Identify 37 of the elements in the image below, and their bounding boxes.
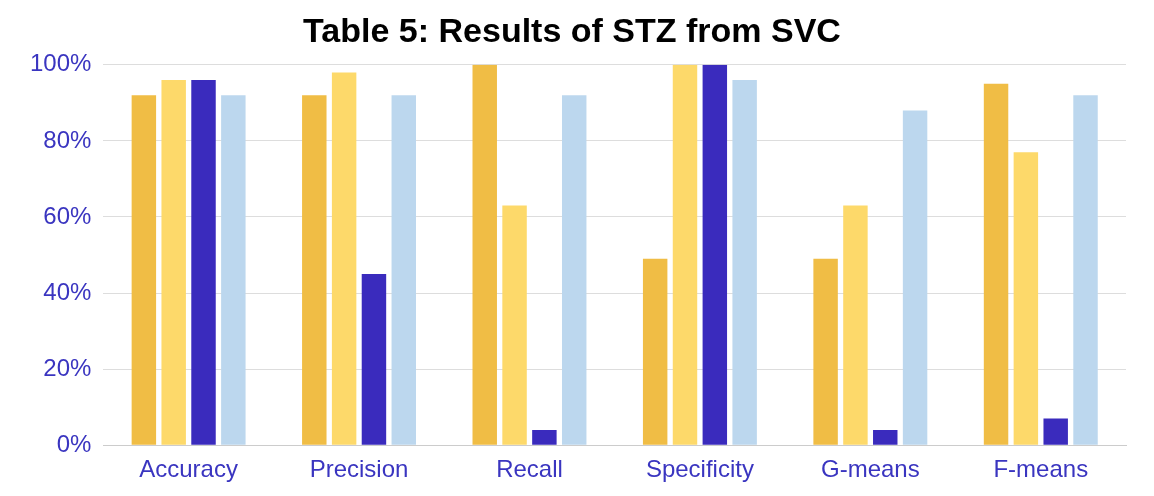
bar [502, 205, 527, 445]
bar [902, 110, 928, 445]
bar [532, 429, 557, 445]
bar [1043, 418, 1068, 445]
x-tick-label: Specificity [645, 455, 754, 483]
bar [472, 64, 497, 445]
bar [221, 95, 246, 445]
bar [191, 80, 216, 445]
x-tick-label: Recall [496, 455, 563, 483]
chart-title: Table 5: Results of STZ from SVC [303, 10, 841, 49]
bar [391, 95, 417, 445]
x-tick-label: G-means [820, 455, 920, 483]
y-tick-label: 0% [56, 429, 92, 457]
y-tick-label: 40% [43, 277, 92, 305]
bar [361, 274, 387, 445]
bar [732, 80, 757, 445]
bar [1013, 152, 1039, 445]
bar [131, 95, 157, 445]
x-tick-label: Precision [309, 455, 409, 483]
y-tick-label: 20% [43, 353, 92, 381]
bar [561, 95, 587, 445]
y-tick-label: 100% [29, 49, 92, 77]
bar [1073, 95, 1098, 445]
bar [672, 64, 698, 445]
y-tick-label: 80% [43, 125, 92, 153]
bar [302, 95, 327, 445]
bar [843, 205, 868, 445]
y-tick-label: 60% [43, 201, 92, 229]
bar [161, 80, 186, 445]
bar [642, 258, 668, 445]
bar [702, 64, 728, 445]
bar [873, 429, 898, 445]
bar [813, 258, 838, 445]
x-tick-label: F-means [993, 455, 1089, 483]
bar [983, 83, 1009, 445]
x-tick-label: Accuracy [139, 455, 238, 483]
bar [331, 72, 357, 445]
